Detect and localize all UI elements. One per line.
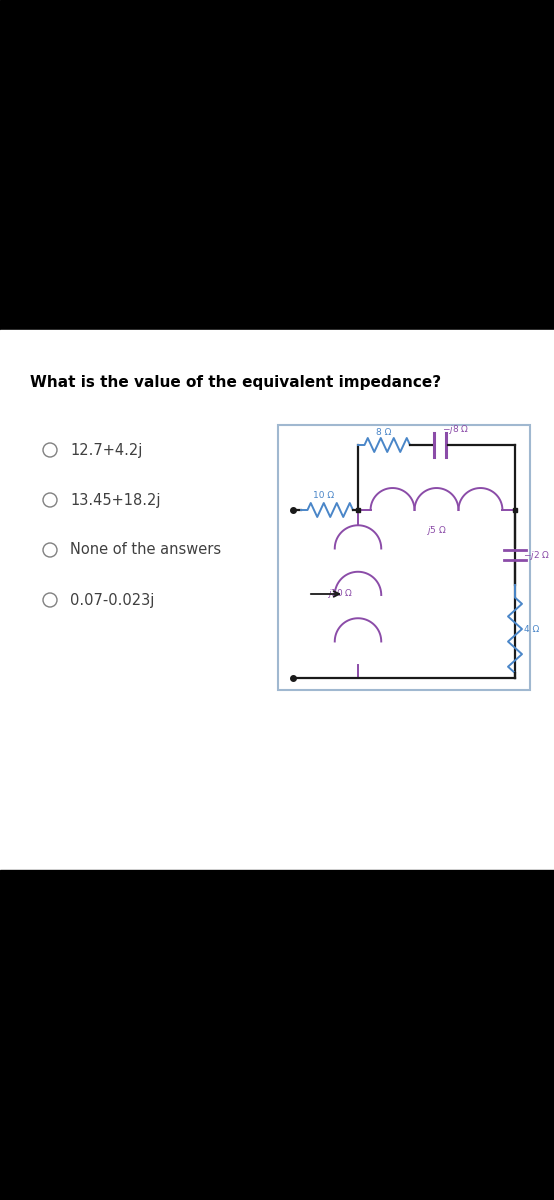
Text: 8 Ω: 8 Ω: [376, 428, 392, 437]
Text: 13.45+18.2j: 13.45+18.2j: [70, 492, 161, 508]
Text: 4 Ω: 4 Ω: [524, 624, 539, 634]
Text: $-j$2 Ω: $-j$2 Ω: [523, 548, 550, 562]
Text: None of the answers: None of the answers: [70, 542, 221, 558]
Text: 12.7+4.2j: 12.7+4.2j: [70, 443, 142, 457]
Text: What is the value of the equivalent impedance?: What is the value of the equivalent impe…: [30, 374, 441, 390]
Text: $j$10 Ω: $j$10 Ω: [327, 588, 353, 600]
Bar: [0, 330, 554, 870]
Bar: [0, 0, 554, 330]
Text: $j$5 Ω: $j$5 Ω: [426, 524, 447, 538]
Bar: [0, 870, 554, 1200]
Bar: [278, 425, 530, 690]
Text: $-j$8 Ω: $-j$8 Ω: [442, 422, 469, 436]
Text: 0.07-0.023j: 0.07-0.023j: [70, 593, 155, 607]
Text: 10 Ω: 10 Ω: [313, 491, 334, 500]
